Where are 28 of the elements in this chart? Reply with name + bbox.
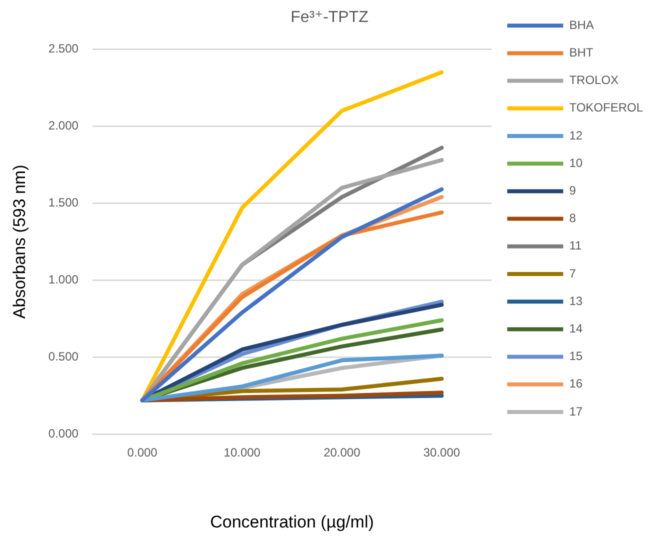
y-axis-title: Absorbans (593 nm) (10, 164, 29, 319)
chart-title: Fe³⁺-TPTZ (290, 9, 369, 26)
legend-label: 13 (569, 294, 583, 308)
legend-label: 11 (569, 238, 582, 253)
legend-label: 10 (569, 156, 583, 170)
legend-label: TOKOFEROL (569, 100, 644, 115)
x-tick-label: 10.000 (224, 446, 261, 460)
legend-label: BHA (569, 18, 594, 32)
legend-label: TROLOX (569, 73, 619, 88)
legend-label: 12 (569, 128, 583, 142)
y-tick-label: 0.500 (48, 350, 79, 364)
legend-label: 15 (569, 349, 583, 364)
y-tick-label: 2.000 (48, 118, 79, 133)
legend-label: 16 (569, 376, 583, 391)
x-tick-label: 20.000 (324, 446, 361, 460)
y-tick-label: 1.500 (48, 196, 79, 210)
y-tick-label: 0.000 (48, 426, 79, 441)
legend-label: BHT (569, 46, 594, 60)
x-tick-label: 0.000 (127, 446, 158, 460)
legend-label: 17 (569, 404, 583, 418)
y-tick-label: 1.000 (48, 272, 79, 287)
legend-label: 8 (569, 211, 576, 226)
x-tick-label: 30.000 (423, 446, 460, 460)
legend-label: 7 (569, 266, 576, 280)
legend-label: 9 (569, 184, 576, 198)
y-tick-label: 2.500 (48, 42, 79, 56)
x-axis-title: Concentration (µg/ml) (210, 512, 374, 532)
legend-label: 14 (569, 322, 583, 336)
